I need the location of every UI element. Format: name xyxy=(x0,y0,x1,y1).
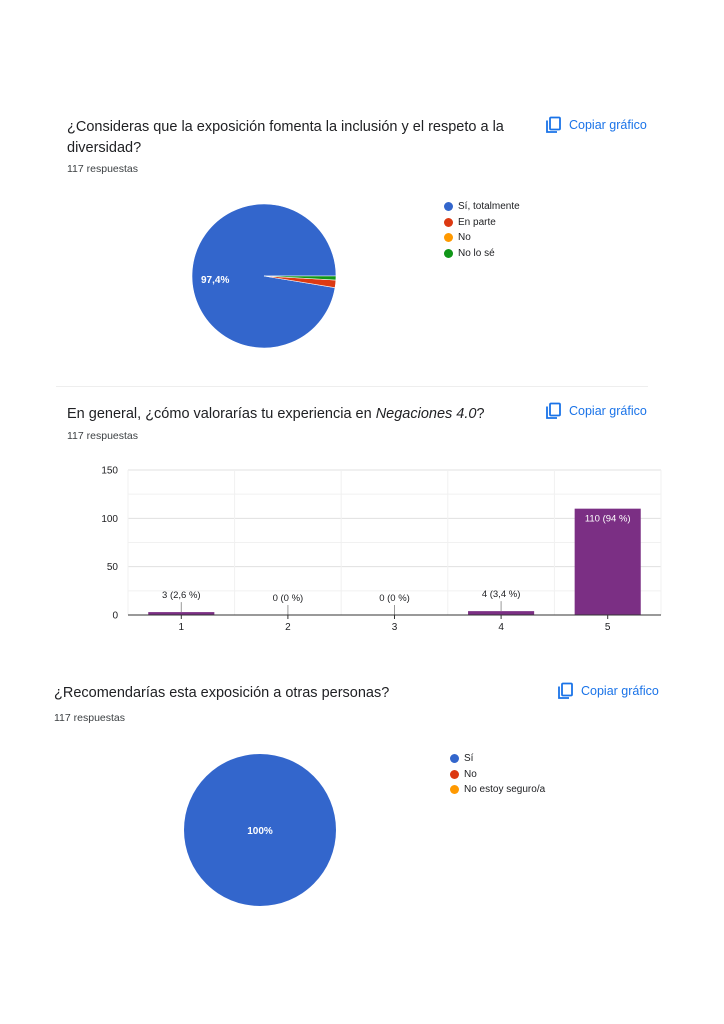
bar-data-label: 0 (0 %) xyxy=(273,593,304,604)
y-tick-label: 100 xyxy=(101,514,118,525)
legend-item: No xyxy=(450,767,545,783)
response-count: 117 respuestas xyxy=(67,430,139,442)
legend-swatch-blue xyxy=(444,202,453,212)
legend-item: No xyxy=(444,230,520,246)
bar-1 xyxy=(148,612,215,615)
legend-swatch-orange xyxy=(444,233,453,243)
legend-item: Sí, totalmente xyxy=(444,199,520,215)
question-card-rating: En general, ¿cómo valorarías tu experien… xyxy=(0,390,724,660)
x-tick-label: 2 xyxy=(285,622,291,633)
bar-data-label: 110 (94 %) xyxy=(585,514,631,525)
bar-data-label: 0 (0 %) xyxy=(379,593,410,604)
bar-4 xyxy=(468,611,535,615)
inclusion-slice-3 xyxy=(263,275,337,281)
question-card-inclusion: ¿Consideras que la exposición fomenta la… xyxy=(0,0,724,390)
question-title: ¿Recomendarías esta exposición a otras p… xyxy=(54,685,390,701)
legend-swatch-red xyxy=(450,769,459,779)
question-title: ¿Consideras que la exposición fomenta la… xyxy=(67,119,504,156)
response-count: 117 respuestas xyxy=(67,163,139,175)
legend-recommend: Sí No No estoy seguro/a xyxy=(450,751,545,798)
bar-chart-rating: 3 (2,6 %) 0 (0 %) 0 (0 %) 4 (3,4 %) 110 (94 … xyxy=(101,466,662,633)
legend-label: No lo sé xyxy=(458,247,495,259)
legend-label: No xyxy=(464,768,477,780)
legend-swatch-red xyxy=(444,217,453,227)
y-tick-label: 50 xyxy=(107,562,119,573)
question-title-text: En general, ¿cómo valorarías tu experien… xyxy=(67,406,376,422)
legend-item: No estoy seguro/a xyxy=(450,782,545,798)
legend-label: En parte xyxy=(458,216,496,228)
legend-inclusion: Sí, totalmente En parte No No lo sé xyxy=(444,199,520,261)
y-tick-label: 150 xyxy=(101,466,118,477)
legend-swatch-orange xyxy=(450,785,459,795)
copy-chart-label: Copiar gráfico xyxy=(569,118,647,132)
x-tick-label: 5 xyxy=(605,622,611,633)
copy-chart-button[interactable]: Copiar gráfico xyxy=(557,682,659,700)
copy-chart-label: Copiar gráfico xyxy=(569,404,647,418)
y-tick-label: 0 xyxy=(112,611,118,622)
copy-icon xyxy=(545,402,562,420)
bar-data-label: 3 (2,6 %) xyxy=(162,590,201,601)
legend-label: No estoy seguro/a xyxy=(464,784,546,796)
legend-label: Sí xyxy=(464,753,474,765)
legend-item: Sí xyxy=(450,751,545,767)
question-card-recommend: ¿Recomendarías esta exposición a otras p… xyxy=(0,660,724,960)
legend-label: Sí, totalmente xyxy=(458,201,520,213)
recommend-slice-0 xyxy=(184,754,336,906)
bar-5 xyxy=(574,508,641,615)
legend-swatch-green xyxy=(444,248,453,258)
bar-data-label: 4 (3,4 %) xyxy=(482,589,521,600)
copy-icon xyxy=(557,682,574,700)
section-divider xyxy=(56,386,648,387)
question-title: En general, ¿cómo valorarías tu experien… xyxy=(67,404,507,425)
response-count: 117 respuestas xyxy=(54,712,126,724)
pie-slice-label: 97,4% xyxy=(201,275,229,286)
x-tick-label: 3 xyxy=(392,622,398,633)
legend-item: En parte xyxy=(444,215,520,231)
pie-slice-label: 100% xyxy=(247,826,273,837)
legend-label: No xyxy=(458,232,471,244)
copy-chart-label: Copiar gráfico xyxy=(581,684,659,698)
copy-icon xyxy=(545,116,562,134)
copy-chart-button[interactable]: Copiar gráfico xyxy=(545,402,647,420)
x-tick-label: 4 xyxy=(498,622,504,633)
x-tick-label: 1 xyxy=(179,622,185,633)
exhibition-name: Negaciones 4.0 xyxy=(375,406,477,422)
question-title-end: ? xyxy=(476,406,485,422)
pie-chart-recommend: 100% xyxy=(184,754,336,906)
legend-item: No lo sé xyxy=(444,246,520,262)
pie-chart-inclusion: 97,4% xyxy=(191,203,337,349)
copy-chart-button[interactable]: Copiar gráfico xyxy=(545,116,647,134)
legend-swatch-blue xyxy=(450,754,459,764)
